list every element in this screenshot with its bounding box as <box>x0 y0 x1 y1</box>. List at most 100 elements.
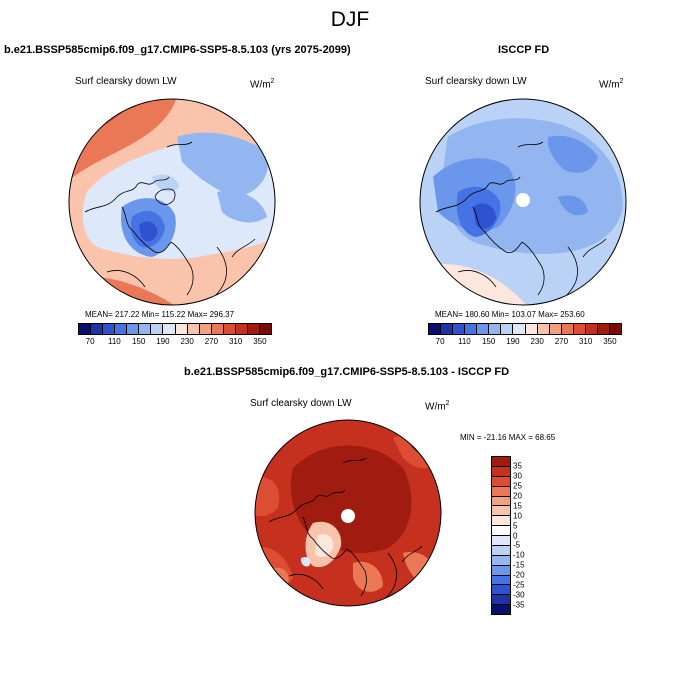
right-polar-map <box>419 98 627 306</box>
colorbar-swatch <box>477 324 490 334</box>
colorbar-swatch <box>537 324 550 334</box>
left-polar-map <box>68 98 276 306</box>
colorbar-swatch <box>573 324 586 334</box>
colorbar-tick-label: 190 <box>156 337 170 346</box>
colorbar-swatch <box>235 324 248 334</box>
diff-colorbar <box>491 456 511 615</box>
colorbar-swatch <box>139 324 152 334</box>
colorbar-swatch <box>492 605 510 614</box>
right-colorbar <box>428 323 622 335</box>
colorbar-tick-label: -25 <box>513 580 525 590</box>
colorbar-tick-label: 0 <box>513 531 518 540</box>
diff-colorbar-ticks: 35 30 25 20 15 10 5 0 -5 -10 -15 -20 -25 -30 -35 <box>513 456 543 613</box>
colorbar-swatch <box>561 324 574 334</box>
left-colorbar-ticks: 70 110 150 190 230 270 310 350 <box>78 337 272 347</box>
colorbar-swatch <box>492 536 510 546</box>
colorbar-swatch <box>175 324 188 334</box>
diff-variable-label: Surf clearsky down LW <box>250 398 352 409</box>
colorbar-tick-label: 270 <box>554 337 569 346</box>
right-stats: MEAN= 180.60 Min= 103.07 Max= 253.60 <box>435 310 585 319</box>
colorbar-tick-label: 190 <box>506 337 520 346</box>
colorbar-swatch <box>187 324 200 334</box>
colorbar-swatch <box>211 324 224 334</box>
colorbar-swatch <box>492 526 510 536</box>
colorbar-swatch <box>441 324 454 334</box>
colorbar-tick-label: 70 <box>85 337 95 346</box>
diff-polar-map <box>254 419 442 607</box>
right-variable-label: Surf clearsky down LW <box>425 76 527 87</box>
colorbar-tick-label: -20 <box>513 570 525 580</box>
colorbar-tick-label: 110 <box>107 337 121 346</box>
colorbar-tick-label: 230 <box>180 337 194 346</box>
right-colorbar-ticks: 70 110 150 190 230 270 310 350 <box>428 337 622 347</box>
colorbar-swatch <box>492 595 510 606</box>
colorbar-swatch <box>492 486 510 497</box>
colorbar-swatch <box>492 585 510 596</box>
colorbar-tick-label: -15 <box>513 560 525 570</box>
colorbar-swatch <box>223 324 236 334</box>
colorbar-tick-label: -5 <box>513 540 521 550</box>
colorbar-swatch <box>501 324 514 334</box>
colorbar-swatch <box>513 324 526 334</box>
colorbar-swatch <box>492 457 510 467</box>
colorbar-swatch <box>585 324 598 334</box>
colorbar-tick-label: 230 <box>530 337 544 346</box>
left-units-label: W/m2 <box>250 78 275 91</box>
colorbar-tick-label: 350 <box>253 337 267 346</box>
colorbar-swatch <box>492 506 510 517</box>
colorbar-tick-label: 310 <box>228 337 243 346</box>
colorbar-swatch <box>492 565 510 576</box>
colorbar-swatch <box>525 324 538 334</box>
colorbar-swatch <box>163 324 176 334</box>
colorbar-swatch <box>597 324 610 334</box>
right-panel-title: ISCCP FD <box>498 44 550 56</box>
colorbar-tick-label: 310 <box>578 337 593 346</box>
colorbar-swatch <box>453 324 466 334</box>
left-panel-title: b.e21.BSSP585cmip6.f09_g17.CMIP6-SSP5-8.… <box>4 44 351 56</box>
colorbar-swatch <box>492 466 510 477</box>
colorbar-swatch <box>79 324 92 334</box>
colorbar-swatch <box>492 476 510 487</box>
colorbar-tick-label: 35 <box>513 461 522 471</box>
left-variable-label: Surf clearsky down LW <box>75 76 177 87</box>
diff-units-label: W/m2 <box>425 400 450 413</box>
colorbar-swatch <box>492 545 510 556</box>
figure-title: DJF <box>330 8 370 31</box>
colorbar-tick-label: 25 <box>513 481 522 491</box>
colorbar-tick-label: -35 <box>513 600 525 610</box>
colorbar-swatch <box>492 555 510 566</box>
colorbar-tick-label: 15 <box>513 501 522 511</box>
left-colorbar <box>78 323 272 335</box>
colorbar-swatch <box>489 324 502 334</box>
colorbar-tick-label: -10 <box>513 550 525 560</box>
colorbar-swatch <box>127 324 140 334</box>
colorbar-swatch <box>492 575 510 586</box>
colorbar-tick-label: 150 <box>131 337 146 346</box>
colorbar-swatch <box>429 324 442 334</box>
colorbar-swatch <box>609 324 621 334</box>
colorbar-tick-label: 5 <box>513 521 518 531</box>
colorbar-tick-label: -30 <box>513 590 525 600</box>
colorbar-swatch <box>151 324 164 334</box>
diff-stats: MIN = -21.16 MAX = 68.65 <box>460 433 556 442</box>
colorbar-swatch <box>549 324 562 334</box>
colorbar-tick-label: 20 <box>513 491 522 501</box>
colorbar-tick-label: 270 <box>204 337 219 346</box>
colorbar-swatch <box>465 324 478 334</box>
colorbar-tick-label: 150 <box>481 337 496 346</box>
right-units-label: W/m2 <box>599 78 624 91</box>
colorbar-tick-label: 70 <box>435 337 445 346</box>
colorbar-swatch <box>492 496 510 507</box>
colorbar-tick-label: 10 <box>513 511 522 521</box>
colorbar-swatch <box>91 324 104 334</box>
left-stats: MEAN= 217.22 Min= 115.22 Max= 296.37 <box>85 310 235 319</box>
colorbar-swatch <box>247 324 260 334</box>
colorbar-swatch <box>492 516 510 527</box>
colorbar-swatch <box>103 324 116 334</box>
colorbar-swatch <box>199 324 212 334</box>
diff-panel-title: b.e21.BSSP585cmip6.f09_g17.CMIP6-SSP5-8.… <box>184 366 510 378</box>
colorbar-tick-label: 30 <box>513 471 522 481</box>
colorbar-swatch <box>259 324 271 334</box>
colorbar-tick-label: 350 <box>603 337 617 346</box>
colorbar-tick-label: 110 <box>457 337 471 346</box>
